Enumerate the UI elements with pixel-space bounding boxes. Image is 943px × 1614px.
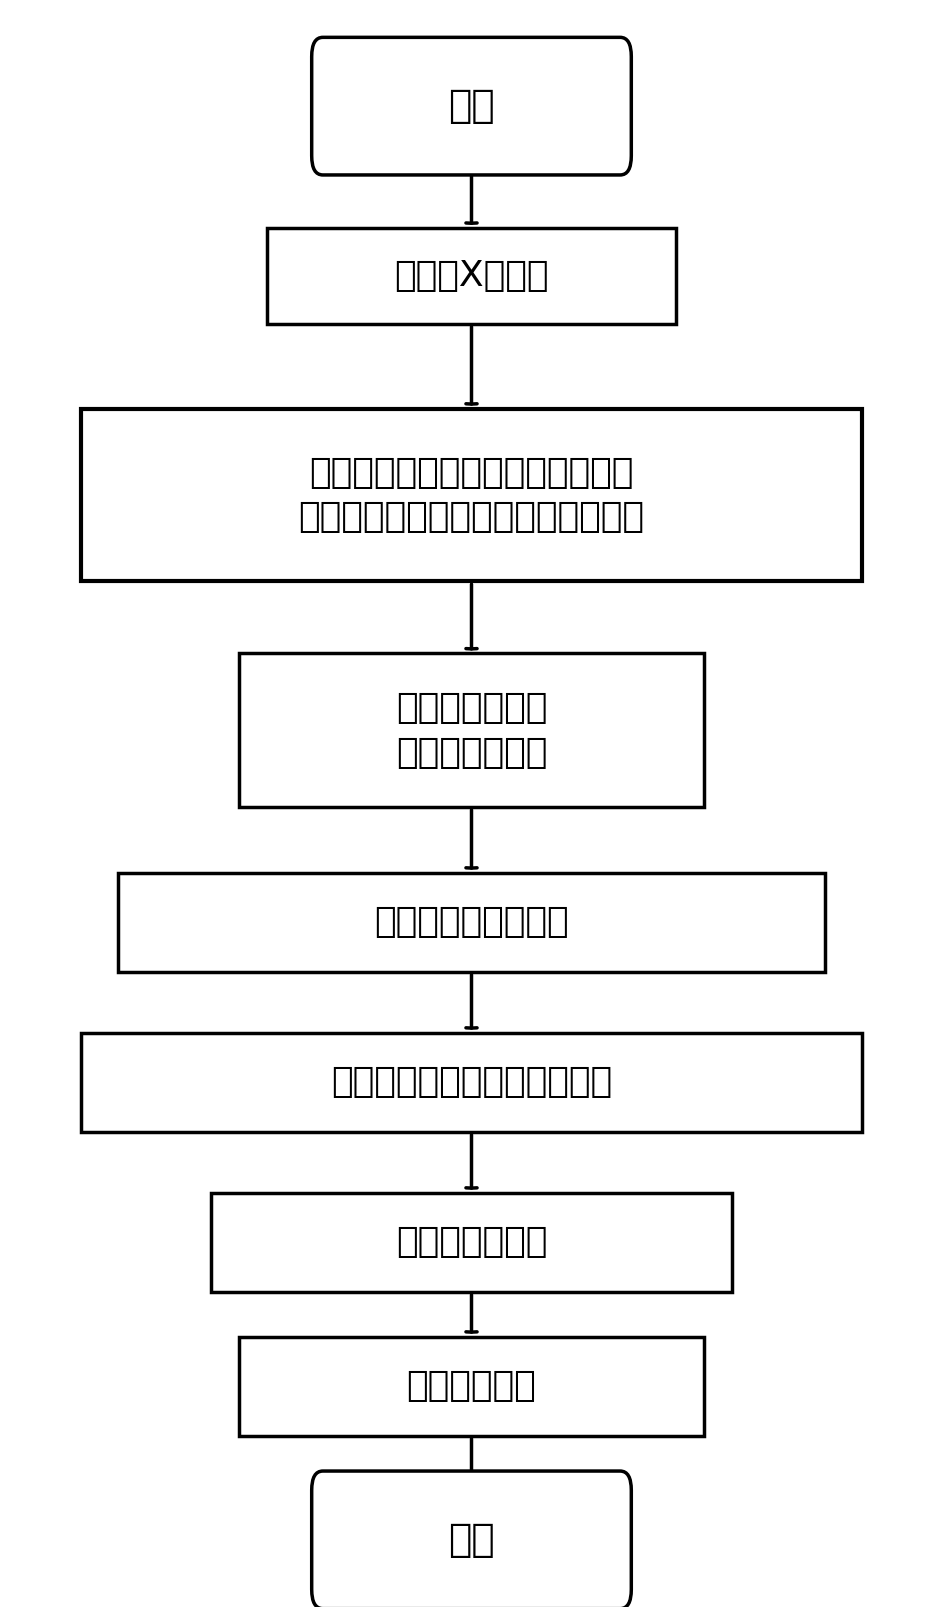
FancyBboxPatch shape — [312, 1470, 631, 1609]
FancyBboxPatch shape — [81, 408, 862, 581]
Text: 多尺度特征融合: 多尺度特征融合 — [396, 1225, 547, 1259]
Text: 原始的X光胸片: 原始的X光胸片 — [394, 258, 549, 292]
Text: 结束: 结束 — [448, 1520, 495, 1559]
FancyBboxPatch shape — [312, 37, 631, 174]
FancyBboxPatch shape — [240, 654, 703, 807]
Text: 输出分割结果: 输出分割结果 — [406, 1369, 537, 1403]
FancyBboxPatch shape — [119, 873, 824, 972]
FancyBboxPatch shape — [211, 1193, 732, 1291]
Text: 图片预处理（格式转换、直方图均
衡化、重编码（针对掩模图片）等）: 图片预处理（格式转换、直方图均 衡化、重编码（针对掩模图片）等） — [299, 455, 644, 534]
FancyBboxPatch shape — [81, 1033, 862, 1131]
Text: 编码器提取不同
粒度的语义信息: 编码器提取不同 粒度的语义信息 — [396, 691, 547, 770]
Text: 开始: 开始 — [448, 87, 495, 126]
Text: 获取不同分辨率的的分割结果: 获取不同分辨率的的分割结果 — [331, 1065, 612, 1099]
Text: 提取多尺度图像信息: 提取多尺度图像信息 — [374, 905, 569, 939]
FancyBboxPatch shape — [240, 1336, 703, 1436]
FancyBboxPatch shape — [267, 228, 676, 324]
